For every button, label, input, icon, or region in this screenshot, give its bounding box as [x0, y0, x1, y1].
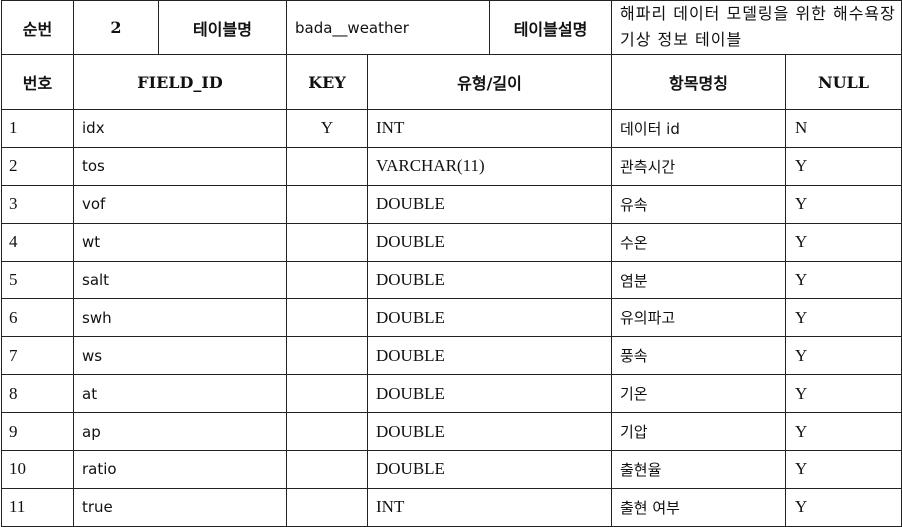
- cell-field-id: at: [73, 374, 287, 414]
- cell-null: N: [784, 109, 902, 148]
- cell-key: Y: [286, 109, 368, 148]
- cell-field-id: wt: [73, 222, 287, 262]
- cell-type: INT: [367, 109, 612, 148]
- cell-field-id: salt: [73, 260, 287, 300]
- cell-no: 6: [1, 298, 74, 338]
- cell-name: 데이터 id: [611, 109, 786, 148]
- table-row: 11 true INT 출현 여부 Y: [1, 487, 902, 527]
- cell-field-id: vof: [73, 184, 287, 224]
- cell-no: 4: [1, 222, 74, 262]
- cell-null: Y: [784, 450, 902, 489]
- cell-null: Y: [784, 222, 902, 262]
- table-row: 10 ratio DOUBLE 출현율 Y: [1, 450, 902, 489]
- cell-key: [286, 146, 368, 186]
- table-row: 2 tos VARCHAR(11) 관측시간 Y: [1, 146, 902, 186]
- cell-name: 유의파고: [611, 298, 786, 338]
- cell-key: [286, 260, 368, 300]
- cell-null: Y: [784, 260, 902, 300]
- col-header-type: 유형/길이: [367, 54, 612, 110]
- cell-type: DOUBLE: [367, 412, 612, 452]
- cell-no: 11: [1, 487, 74, 527]
- table-row: 9 ap DOUBLE 기압 Y: [1, 412, 902, 452]
- cell-key: [286, 184, 368, 224]
- cell-type: DOUBLE: [367, 260, 612, 300]
- cell-name: 유속: [611, 184, 786, 224]
- table-name-value: bada__weather: [286, 0, 490, 55]
- table-name-label: 테이블명: [158, 0, 287, 55]
- cell-key: [286, 487, 368, 527]
- seq-label: 순번: [1, 0, 74, 55]
- column-header-row: 번호 FIELD_ID KEY 유형/길이 항목명칭 NULL: [1, 54, 902, 110]
- cell-name: 풍속: [611, 336, 786, 376]
- cell-null: Y: [784, 146, 902, 186]
- cell-key: [286, 374, 368, 414]
- cell-no: 7: [1, 336, 74, 376]
- table-row: 4 wt DOUBLE 수온 Y: [1, 222, 902, 262]
- cell-field-id: swh: [73, 298, 287, 338]
- cell-type: DOUBLE: [367, 336, 612, 376]
- table-row: 8 at DOUBLE 기온 Y: [1, 374, 902, 414]
- cell-no: 9: [1, 412, 74, 452]
- cell-name: 출현율: [611, 450, 786, 489]
- table-row: 7 ws DOUBLE 풍속 Y: [1, 336, 902, 376]
- table-desc-label: 테이블설명: [489, 0, 612, 55]
- table-row: 3 vof DOUBLE 유속 Y: [1, 184, 902, 224]
- col-header-no: 번호: [1, 54, 74, 110]
- table-row: 6 swh DOUBLE 유의파고 Y: [1, 298, 902, 338]
- cell-null: Y: [784, 184, 902, 224]
- cell-type: DOUBLE: [367, 374, 612, 414]
- cell-null: Y: [784, 298, 902, 338]
- cell-name: 염분: [611, 260, 786, 300]
- cell-null: Y: [784, 487, 902, 527]
- cell-key: [286, 298, 368, 338]
- table-row: 1 idx Y INT 데이터 id N: [1, 109, 902, 148]
- cell-key: [286, 222, 368, 262]
- col-header-field-id: FIELD_ID: [73, 54, 287, 110]
- cell-name: 관측시간: [611, 146, 786, 186]
- cell-null: Y: [784, 374, 902, 414]
- cell-no: 8: [1, 374, 74, 414]
- cell-type: INT: [367, 487, 612, 527]
- cell-field-id: true: [73, 487, 287, 527]
- col-header-key: KEY: [286, 54, 368, 110]
- cell-no: 1: [1, 109, 74, 148]
- cell-type: DOUBLE: [367, 222, 612, 262]
- table-meta-row: 순번 2 테이블명 bada__weather 테이블설명 해파리 데이터 모델…: [1, 0, 902, 55]
- cell-null: Y: [784, 412, 902, 452]
- cell-key: [286, 412, 368, 452]
- cell-name: 기압: [611, 412, 786, 452]
- table-row: 5 salt DOUBLE 염분 Y: [1, 260, 902, 300]
- cell-field-id: ap: [73, 412, 287, 452]
- cell-type: DOUBLE: [367, 298, 612, 338]
- cell-field-id: idx: [73, 109, 287, 148]
- cell-field-id: ratio: [73, 450, 287, 489]
- cell-name: 출현 여부: [611, 487, 786, 527]
- cell-no: 5: [1, 260, 74, 300]
- cell-type: VARCHAR(11): [367, 146, 612, 186]
- table-desc-value: 해파리 데이터 모델링을 위한 해수욕장 기상 정보 테이블: [610, 0, 902, 55]
- cell-name: 수온: [611, 222, 786, 262]
- col-header-name: 항목명칭: [611, 54, 786, 110]
- seq-value: 2: [73, 0, 159, 55]
- cell-type: DOUBLE: [367, 450, 612, 489]
- cell-key: [286, 336, 368, 376]
- col-header-null: NULL: [784, 54, 902, 110]
- cell-type: DOUBLE: [367, 184, 612, 224]
- cell-no: 2: [1, 146, 74, 186]
- cell-null: Y: [784, 336, 902, 376]
- cell-field-id: tos: [73, 146, 287, 186]
- cell-no: 10: [1, 450, 74, 489]
- cell-field-id: ws: [73, 336, 287, 376]
- cell-name: 기온: [611, 374, 786, 414]
- cell-key: [286, 450, 368, 489]
- cell-no: 3: [1, 184, 74, 224]
